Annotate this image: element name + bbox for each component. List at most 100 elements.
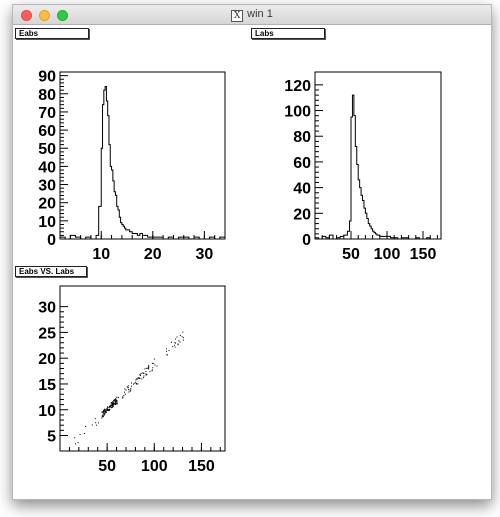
scatter-point xyxy=(109,409,111,411)
scatter-point xyxy=(114,403,116,405)
minimize-button[interactable] xyxy=(39,10,50,21)
scatter-point xyxy=(103,410,105,412)
scatter-point xyxy=(146,367,148,369)
scatter-point xyxy=(127,385,129,387)
scatter-point xyxy=(124,393,126,395)
scatter-point xyxy=(110,404,112,406)
scatter-point xyxy=(103,411,105,413)
scatter-point xyxy=(142,372,144,374)
scatter-point xyxy=(129,389,131,391)
scatter-point xyxy=(132,383,134,385)
y-tick-label: 40 xyxy=(38,159,56,176)
scatter-point xyxy=(79,434,81,436)
scatter-point xyxy=(102,416,104,418)
scatter-point xyxy=(102,413,104,415)
scatter-point xyxy=(111,407,113,409)
scatter-point xyxy=(111,402,113,404)
scatter-point xyxy=(106,408,108,410)
y-tick-label: 20 xyxy=(38,196,56,213)
scatter-point xyxy=(125,389,127,391)
scatter-point xyxy=(113,403,115,405)
scatter-point xyxy=(112,403,114,405)
histogram-bin xyxy=(361,195,362,239)
histogram-bin xyxy=(132,234,135,239)
scatter-point xyxy=(104,413,106,415)
scatter-point xyxy=(107,406,109,408)
scatter-point xyxy=(165,348,167,350)
scatter-point xyxy=(128,389,130,391)
scatter-point xyxy=(111,403,113,405)
close-button[interactable] xyxy=(21,10,32,21)
histogram-bin xyxy=(106,101,107,239)
scatter-point xyxy=(146,374,148,376)
scatter-point xyxy=(145,371,147,373)
histogram-bin xyxy=(137,235,140,239)
scatter-point xyxy=(112,406,114,408)
window-title: win 1 xyxy=(247,8,273,20)
scatter-point xyxy=(179,335,181,337)
y-tick-label: 10 xyxy=(38,214,56,231)
x-tick-label: 20 xyxy=(144,246,162,263)
scatter-point xyxy=(114,400,116,402)
scatter-point xyxy=(95,422,97,424)
scatter-point xyxy=(170,341,172,343)
scatter-point xyxy=(134,381,136,383)
histogram-line xyxy=(60,86,225,240)
y-tick-label: 0 xyxy=(302,232,311,249)
y-tick-label: 80 xyxy=(38,87,56,104)
scatter-point xyxy=(137,383,139,385)
scatter-point xyxy=(110,402,112,404)
y-tick-label: 10 xyxy=(38,403,56,420)
scatter-point xyxy=(176,336,178,338)
scatter-point xyxy=(137,378,139,380)
x-tick-label: 50 xyxy=(342,246,360,263)
scatter-point xyxy=(174,342,176,344)
pad-label-eabs[interactable]: Eabs xyxy=(15,28,89,39)
scatter-point xyxy=(113,399,115,401)
histogram-bin xyxy=(126,230,127,239)
y-tick-label: 5 xyxy=(47,429,56,446)
y-tick-label: 30 xyxy=(38,300,56,317)
maximize-button[interactable] xyxy=(57,10,68,21)
root-canvas[interactable]: 0 10 20 30 40 50 60 70 80 90 10 20 30 0 20 40 60 80 100 120… xyxy=(13,25,491,499)
scatter-point xyxy=(153,358,155,360)
scatter-point xyxy=(136,383,138,385)
x-tick-label: 150 xyxy=(188,458,215,475)
scatter-point xyxy=(109,405,111,407)
x-tick-label: 100 xyxy=(141,458,168,475)
plot-frame xyxy=(59,71,226,240)
scatter-point xyxy=(102,411,104,413)
pad-label-labs[interactable]: Labs xyxy=(251,28,325,39)
scatter-point xyxy=(116,401,118,403)
y-tick-label: 15 xyxy=(38,377,56,394)
scatter-point xyxy=(111,404,113,406)
histogram-line xyxy=(315,94,441,240)
scatter-point xyxy=(94,418,96,420)
scatter-point xyxy=(178,340,180,342)
scatter-point xyxy=(104,412,106,414)
scatter-point xyxy=(74,437,76,439)
histogram-bin xyxy=(117,206,118,239)
plot-frame xyxy=(59,285,226,452)
scatter-point xyxy=(91,424,93,426)
pad-label-scatter[interactable]: Eabs VS. Labs xyxy=(15,266,87,277)
scatter-point xyxy=(85,425,87,427)
scatter-point xyxy=(115,401,117,403)
scatter-point xyxy=(116,396,118,398)
scatter-point xyxy=(168,350,170,352)
scatter-point xyxy=(127,387,129,389)
scatter-point xyxy=(152,362,154,364)
scatter-point xyxy=(139,374,141,376)
scatter-point xyxy=(165,350,167,352)
scatter-point xyxy=(138,377,140,379)
scatter-point xyxy=(109,409,111,411)
scatter-point xyxy=(149,371,151,373)
scatter-point xyxy=(111,405,113,407)
scatter-point xyxy=(123,395,125,397)
scatter-point xyxy=(115,399,117,401)
scatter-point xyxy=(124,388,126,390)
scatter-point xyxy=(122,397,124,399)
